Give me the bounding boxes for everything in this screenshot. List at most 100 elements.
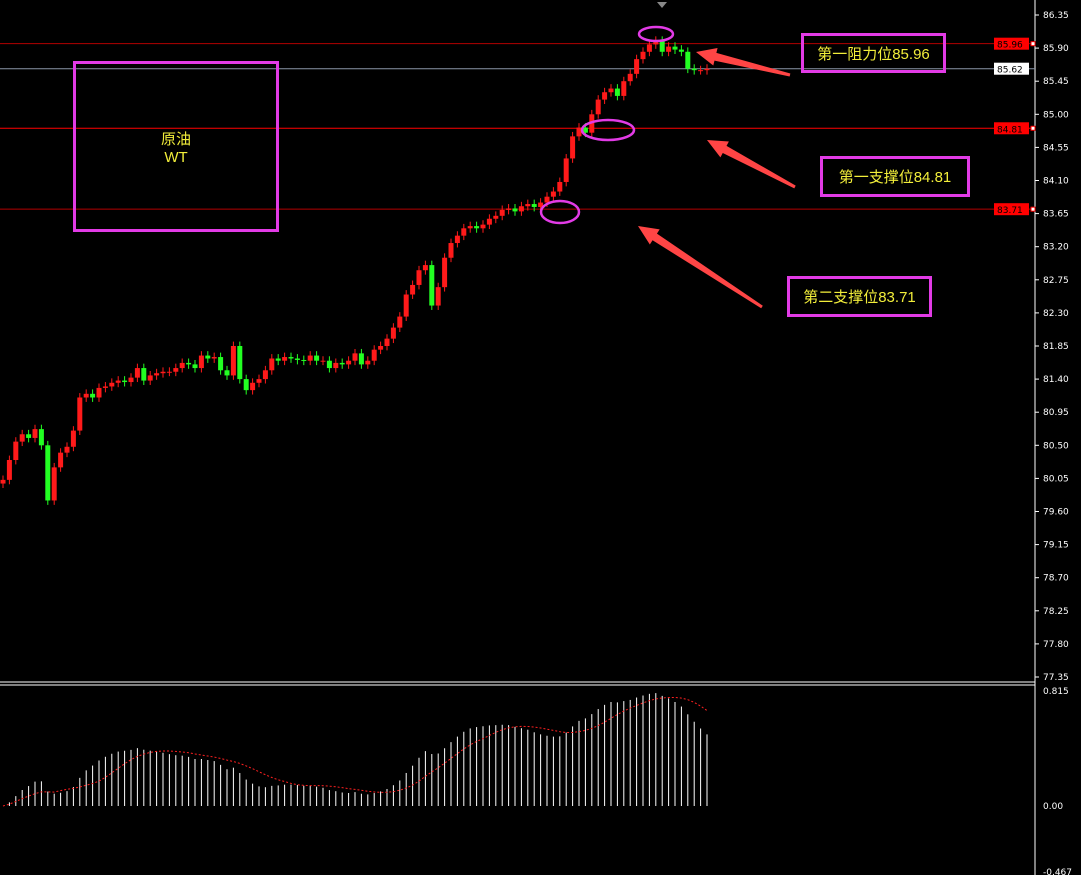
- candle-body: [474, 226, 480, 229]
- candle-body: [128, 377, 134, 383]
- candle-body: [339, 362, 345, 365]
- candle-body: [115, 380, 121, 383]
- candle-body: [634, 59, 640, 74]
- candle-body: [582, 127, 588, 133]
- macd-tick-label: 0.00: [1043, 802, 1063, 812]
- level-tag: [994, 37, 1029, 50]
- candle-body: [45, 445, 51, 501]
- candle-body: [102, 386, 108, 388]
- arrow-icon: [638, 226, 763, 309]
- candle-body: [659, 40, 665, 52]
- y-tick-label: 80.05: [1043, 474, 1069, 484]
- y-tick-label: 78.70: [1043, 574, 1069, 584]
- candle-body: [83, 393, 89, 398]
- candle-body: [435, 287, 441, 306]
- candle-body: [704, 68, 710, 71]
- candle-body: [525, 204, 531, 207]
- candle-body: [390, 327, 396, 339]
- y-tick-label: 85.90: [1043, 44, 1069, 54]
- y-tick-label: 82.75: [1043, 276, 1069, 286]
- arrow-icon: [696, 48, 791, 77]
- candle-body: [51, 467, 57, 501]
- candle-body: [205, 355, 211, 359]
- macd-tick-label: 0.815: [1043, 687, 1069, 697]
- candle-body: [288, 357, 294, 359]
- candle-body: [672, 46, 678, 50]
- candle-body: [378, 346, 384, 350]
- y-tick-label: 85.00: [1043, 110, 1069, 120]
- candle-body: [653, 40, 659, 45]
- candle-body: [64, 446, 70, 453]
- macd-tick-label: -0.467: [1043, 868, 1072, 875]
- highlight-ellipse: [539, 199, 581, 225]
- candle-body: [173, 368, 179, 372]
- level-tag: [994, 203, 1029, 216]
- candle-body: [294, 358, 300, 360]
- candle-body: [301, 359, 307, 361]
- candle-body: [0, 479, 6, 484]
- candle-body: [410, 284, 416, 295]
- y-tick-label: 79.60: [1043, 508, 1069, 518]
- candle-body: [621, 81, 627, 96]
- candle-body: [307, 355, 313, 361]
- candle-body: [442, 257, 448, 288]
- candle-body: [26, 434, 32, 438]
- level-handle: [1030, 41, 1036, 47]
- candle-body: [666, 46, 672, 52]
- candle-body: [461, 228, 467, 236]
- candle-body: [531, 204, 537, 207]
- candle-body: [685, 51, 691, 69]
- candle-body: [269, 358, 275, 371]
- candle-body: [122, 380, 128, 383]
- candle-body: [186, 362, 192, 365]
- level-handle: [1030, 206, 1036, 212]
- candle-body: [58, 452, 64, 468]
- candle-body: [518, 206, 524, 212]
- level-tag-label: 85.96: [997, 41, 1023, 51]
- y-tick-label: 77.35: [1043, 673, 1069, 683]
- candle-body: [570, 136, 576, 159]
- candle-body: [467, 226, 473, 229]
- candle-body: [6, 460, 12, 480]
- instrument-name-cn: 原油: [160, 130, 191, 148]
- candle-body: [160, 371, 166, 374]
- candle-body: [38, 429, 44, 446]
- candle-body: [77, 397, 83, 431]
- level-handle: [1030, 125, 1036, 131]
- candle-body: [371, 349, 377, 361]
- candle-body: [179, 362, 185, 369]
- candle-body: [192, 364, 198, 369]
- y-tick-label: 84.10: [1043, 177, 1069, 187]
- y-tick-label: 81.40: [1043, 375, 1069, 385]
- y-tick-label: 82.30: [1043, 309, 1069, 319]
- candle-body: [275, 358, 281, 361]
- y-tick-label: 86.35: [1043, 11, 1069, 21]
- candle-body: [397, 316, 403, 328]
- candle-body: [678, 49, 684, 52]
- candle-body: [576, 127, 582, 137]
- candle-body: [262, 370, 268, 380]
- candle-body: [237, 346, 243, 380]
- candle-body: [448, 243, 454, 258]
- y-tick-label: 79.15: [1043, 541, 1069, 551]
- candle-body: [32, 429, 38, 438]
- candle-body: [499, 209, 505, 216]
- candle-body: [454, 235, 460, 244]
- y-tick-label: 77.80: [1043, 640, 1069, 650]
- candle-body: [627, 73, 633, 82]
- candle-body: [13, 441, 19, 461]
- candle-body: [333, 362, 339, 369]
- arrow-icon: [707, 140, 796, 189]
- shift-marker-icon: [657, 2, 667, 8]
- highlight-ellipse: [637, 25, 675, 43]
- candle-body: [282, 357, 288, 361]
- candle-body: [493, 215, 499, 219]
- candle-body: [320, 360, 326, 362]
- candle-body: [384, 338, 390, 346]
- y-tick-label: 80.50: [1043, 441, 1069, 451]
- level-tag-label: 85.62: [997, 66, 1023, 76]
- candle-body: [416, 270, 422, 285]
- candle-body: [557, 181, 563, 192]
- y-tick-label: 81.85: [1043, 342, 1069, 352]
- candle-body: [698, 70, 704, 72]
